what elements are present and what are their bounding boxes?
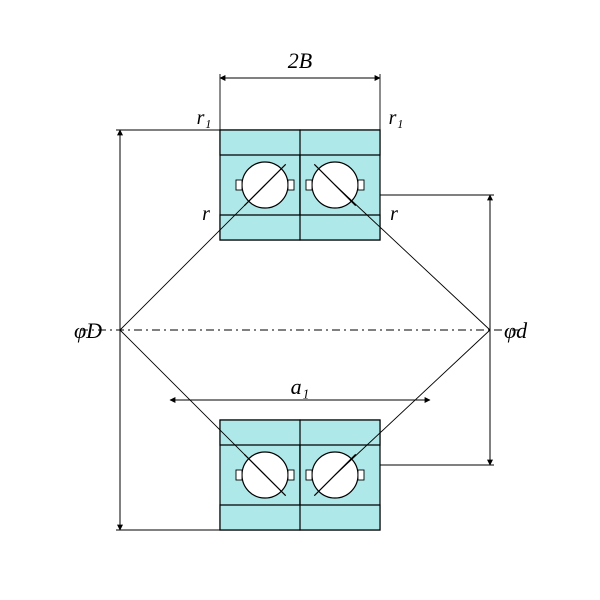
label-r-right: r [390, 203, 398, 225]
label-r1-left: r₁ [197, 107, 212, 129]
label-2B: 2B [288, 48, 312, 73]
cage [358, 470, 364, 480]
cage [288, 470, 294, 480]
cage [358, 180, 364, 190]
label-r1-right: r₁ [389, 107, 404, 129]
bearing-diagram: 2B φD φd a₁ r₁ r₁ r r [0, 0, 600, 600]
cage [236, 470, 242, 480]
load-line [120, 330, 265, 475]
label-phid: φd [504, 318, 528, 343]
label-a1: a₁ [291, 374, 310, 399]
label-r-left: r [202, 203, 210, 225]
label-phiD: φD [74, 318, 102, 343]
load-line [335, 330, 490, 475]
cage [288, 180, 294, 190]
load-line [335, 185, 490, 330]
cage [306, 470, 312, 480]
load-line [120, 185, 265, 330]
cage [236, 180, 242, 190]
cage [306, 180, 312, 190]
